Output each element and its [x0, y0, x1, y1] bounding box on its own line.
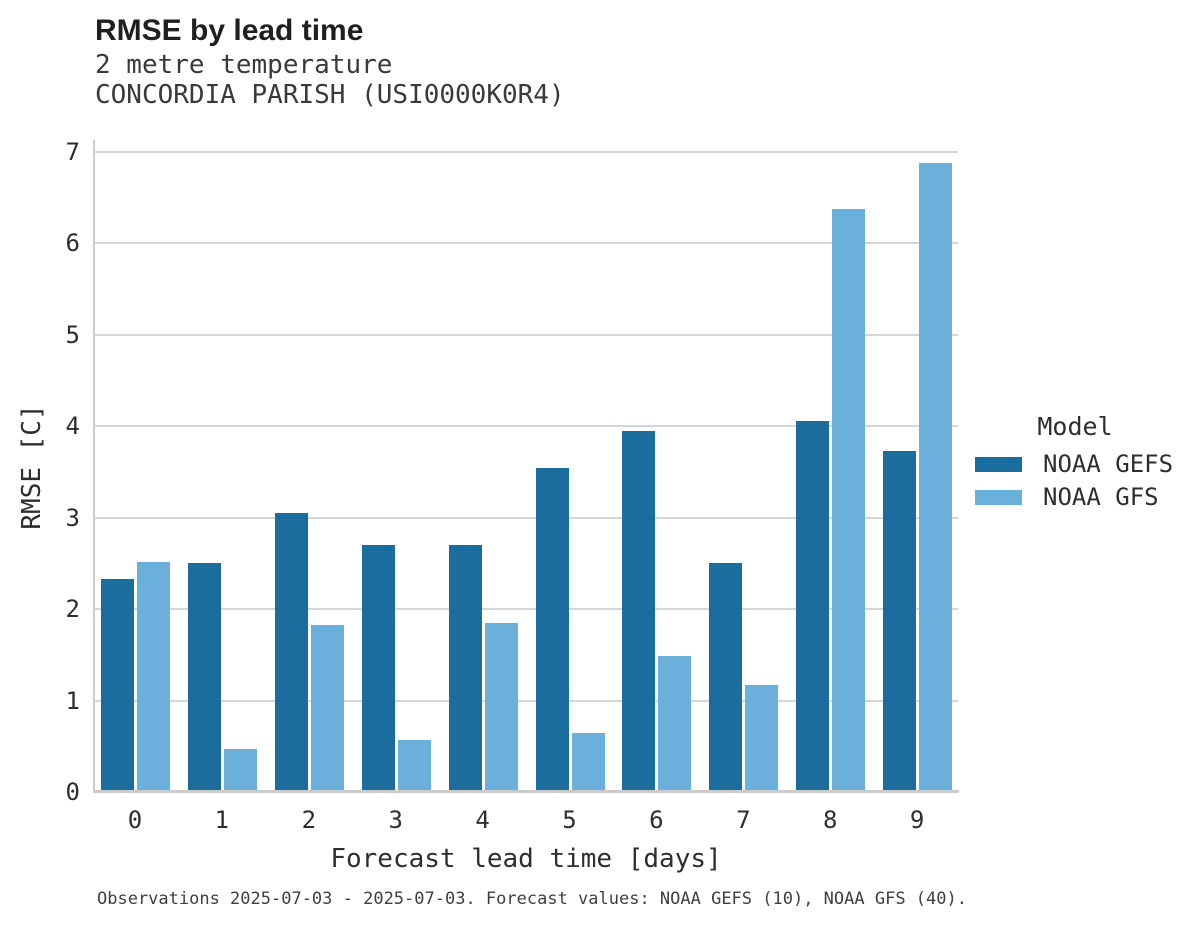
y-tick-label: 1: [65, 686, 80, 715]
bar-noaa-gefs-day2: [274, 513, 308, 790]
x-tick-label: 4: [475, 806, 490, 834]
bar-noaa-gfs-day5: [571, 732, 605, 790]
plot-area: [94, 140, 958, 792]
chart-title: RMSE by lead time: [95, 14, 364, 47]
gridline: [94, 608, 958, 611]
bar-noaa-gefs-day9: [883, 450, 917, 790]
bar-noaa-gefs-day6: [622, 430, 656, 790]
x-axis-label: Forecast lead time [days]: [330, 844, 722, 874]
chart-subtitle-station: CONCORDIA PARISH (USI0000K0R4): [95, 80, 565, 110]
bar-noaa-gefs-day1: [187, 562, 221, 790]
bar-noaa-gfs-day1: [223, 749, 257, 790]
legend-entry-label: NOAA GEFS: [1043, 450, 1174, 478]
bar-noaa-gfs-day7: [745, 685, 779, 790]
bar-noaa-gfs-day3: [397, 739, 431, 790]
bar-noaa-gfs-day8: [832, 208, 866, 790]
x-tick-label: 8: [822, 806, 838, 834]
bar-noaa-gfs-day4: [484, 622, 518, 790]
x-tick-label: 1: [214, 806, 230, 834]
y-tick-label: 6: [65, 229, 80, 258]
bar-noaa-gfs-day0: [137, 561, 170, 790]
x-tick-label: 6: [649, 806, 664, 834]
bar-noaa-gefs-day5: [535, 468, 569, 790]
legend-entry-label: NOAA GFS: [1043, 483, 1159, 511]
gridline: [94, 333, 958, 336]
chart-header: RMSE by lead time 2 metre temperature CO…: [95, 12, 565, 110]
bar-noaa-gfs-day9: [919, 162, 953, 790]
y-axis-spine: [93, 140, 95, 793]
legend-rows: NOAA GEFS NOAA GFS: [975, 450, 1175, 511]
gridline: [94, 150, 958, 153]
gridline: [94, 516, 958, 519]
y-tick-label: 7: [65, 137, 80, 166]
bar-noaa-gefs-day3: [361, 545, 395, 790]
legend-entry: NOAA GFS: [975, 483, 1175, 511]
x-tick-label: 9: [909, 806, 925, 834]
bar-noaa-gfs-day2: [310, 624, 344, 790]
gridline: [94, 425, 958, 428]
chart-subtitle-variable: 2 metre temperature: [95, 50, 393, 80]
y-tick-label: 0: [65, 778, 80, 806]
bar-noaa-gefs-day7: [709, 562, 743, 790]
x-tick-label: 2: [301, 806, 317, 834]
legend-swatch: [975, 456, 1022, 472]
y-tick-label: 3: [65, 503, 80, 532]
bar-noaa-gefs-day0: [101, 578, 134, 790]
bar-noaa-gefs-day4: [448, 545, 482, 790]
x-tick-label: 3: [388, 806, 403, 834]
legend-swatch: [975, 489, 1022, 505]
bar-noaa-gfs-day6: [658, 655, 692, 790]
legend: Model NOAA GEFS NOAA GFS: [975, 412, 1175, 511]
x-tick-label: 7: [736, 806, 751, 834]
y-tick-label: 2: [65, 595, 80, 624]
legend-entry: NOAA GEFS: [975, 450, 1175, 478]
x-tick-label: 5: [562, 806, 577, 834]
x-axis-spine: [93, 790, 959, 793]
y-tick-label: 5: [65, 320, 80, 349]
gridline: [94, 699, 958, 702]
x-tick-label: 0: [127, 806, 143, 834]
y-tick-label: 4: [65, 412, 80, 441]
gridline: [94, 242, 958, 245]
legend-title: Model: [1037, 412, 1113, 441]
bar-noaa-gefs-day8: [796, 420, 830, 790]
footer-caption: Observations 2025-07-03 - 2025-07-03. Fo…: [97, 889, 967, 909]
